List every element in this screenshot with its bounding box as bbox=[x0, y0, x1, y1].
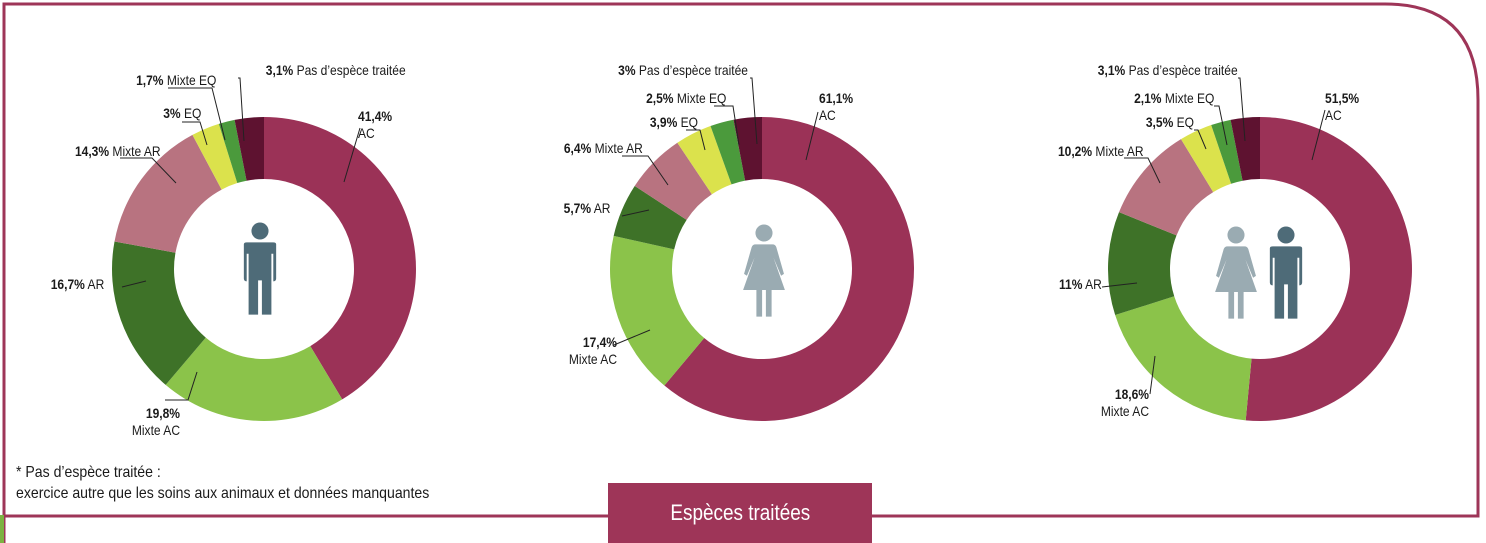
donut-2-leader-eq bbox=[686, 129, 706, 151]
donut-2-leader-ar bbox=[621, 209, 650, 217]
donut-1-leader-ac bbox=[343, 127, 361, 183]
donut-2-slice-mixte-ac bbox=[609, 235, 705, 386]
donut-2-slice-pas-d-espe-ce-traite-e bbox=[733, 117, 762, 181]
donut-1-slice-eq bbox=[192, 123, 238, 190]
label-c1-ar: 16,7% AR bbox=[50, 276, 104, 292]
donut-3-slice-ar bbox=[1108, 212, 1177, 316]
donut-1-leader-eq bbox=[182, 121, 208, 146]
female-person-icon bbox=[1215, 226, 1257, 319]
label-c2-eq: 3,9% EQ bbox=[649, 114, 698, 130]
label-c3-mixte-ar: 10,2% Mixte AR bbox=[1058, 143, 1144, 159]
donut-2-leader-mixte-eq bbox=[714, 105, 740, 146]
donut-2-leader-mixte-ar bbox=[622, 155, 669, 186]
label-c1-mixte-ac: 19,8% Mixte AC bbox=[131, 405, 180, 438]
donut-1-slice-mixte-ac bbox=[165, 337, 343, 422]
section-tab: Espèces traitées bbox=[608, 483, 872, 543]
label-c2-mixte-ac: 17,4% Mixte AC bbox=[568, 334, 617, 367]
donut-1-leader-mixte-eq bbox=[168, 87, 226, 141]
donut-1-slice-mixte-ar bbox=[114, 134, 222, 253]
donut-3-svg bbox=[1101, 77, 1412, 421]
donut-3-leader-pas-d-espe-ce-traite-e bbox=[1238, 77, 1246, 142]
footnote: * Pas d’espèce traitée : exercice autre … bbox=[16, 462, 429, 504]
donut-2-slice-eq bbox=[677, 125, 732, 195]
label-c3-mixte-eq: 2,1% Mixte EQ bbox=[1133, 90, 1214, 106]
donut-2-leader-ac bbox=[805, 111, 819, 161]
donut-1-slice-ar bbox=[112, 241, 206, 385]
section-tab-label: Espèces traitées bbox=[670, 500, 810, 525]
label-c1-eq: 3% EQ bbox=[162, 105, 201, 121]
donut-1-slice-ac bbox=[264, 117, 417, 400]
female-person-icon bbox=[743, 224, 785, 317]
corner-accent bbox=[0, 515, 4, 543]
donut-1-leader-mixte-ac bbox=[165, 371, 198, 401]
donut-1-leader-mixte-ar bbox=[120, 157, 177, 184]
donut-3-leader-mixte-eq bbox=[1214, 105, 1228, 146]
male-person-icon bbox=[243, 222, 277, 315]
donut-3-slice-mixte-ar bbox=[1119, 139, 1214, 236]
donut-3-leader-ac bbox=[1311, 109, 1326, 161]
label-c1-ac: 41,4% AC bbox=[358, 108, 393, 141]
label-c3-eq: 3,5% EQ bbox=[1145, 114, 1194, 130]
label-c3-ar: 11% AR bbox=[1059, 276, 1102, 292]
donut-3-slice-eq bbox=[1180, 125, 1232, 193]
label-c3-mixte-ac: 18,6% Mixte AC bbox=[1100, 386, 1149, 419]
donut-2-slice-ac bbox=[664, 117, 915, 421]
donut-3-slice-mixte-ac bbox=[1115, 296, 1252, 421]
donut-2-leader-mixte-ac bbox=[613, 329, 651, 346]
label-c2-mixte-ar: 6,4% Mixte AR bbox=[564, 140, 643, 156]
donut-2-leader-pas-d-espe-ce-traite-e bbox=[750, 77, 758, 145]
donut-1-leader-ar bbox=[121, 280, 147, 288]
donut-1-slice-mixte-eq bbox=[218, 119, 247, 184]
footnote-line-1: * Pas d’espèce traitée : bbox=[16, 464, 161, 481]
label-c2-ac: 61,1% AC bbox=[819, 90, 854, 123]
label-c1-mixte-eq: 1,7% Mixte EQ bbox=[135, 72, 216, 88]
label-c3-ac: 51,5% AC bbox=[1325, 90, 1360, 123]
donut-3-slice-pas-d-espe-ce-traite-e bbox=[1230, 117, 1260, 181]
donut-3-slice-ac bbox=[1245, 117, 1412, 421]
donut-2-svg bbox=[609, 77, 915, 421]
donut-3-slice-mixte-eq bbox=[1211, 119, 1243, 184]
label-c1-mixte-ar: 14,3% Mixte AR bbox=[75, 143, 161, 159]
donut-2-slice-mixte-ar bbox=[634, 142, 712, 220]
donut-2-slice-mixte-eq bbox=[710, 119, 746, 185]
label-c2-pas-espece: 3% Pas d’espèce traitée bbox=[618, 62, 748, 78]
donut-3-leader-eq bbox=[1194, 129, 1207, 150]
label-c2-ar: 5,7% AR bbox=[563, 200, 610, 216]
donut-1-slice-pas-d-espe-ce-traite-e bbox=[234, 117, 264, 181]
donut-3-leader-mixte-ar bbox=[1124, 157, 1161, 184]
donut-2-slice-ar bbox=[613, 185, 687, 250]
donut-3-leader-mixte-ac bbox=[1149, 355, 1156, 395]
male-person-icon bbox=[1269, 226, 1303, 319]
donut-1-leader-pas-d-espe-ce-traite-e bbox=[238, 77, 245, 142]
footnote-line-2: exercice autre que les soins aux animaux… bbox=[16, 485, 430, 502]
donut-3-leader-ar bbox=[1101, 282, 1138, 288]
label-c3-pas-espece: 3,1% Pas d’espèce traitée bbox=[1098, 62, 1238, 78]
label-c2-mixte-eq: 2,5% Mixte EQ bbox=[645, 90, 726, 106]
label-c1-pas-espece: 3,1% Pas d’espèce traitée bbox=[266, 62, 406, 78]
donut-1-svg bbox=[112, 77, 417, 422]
